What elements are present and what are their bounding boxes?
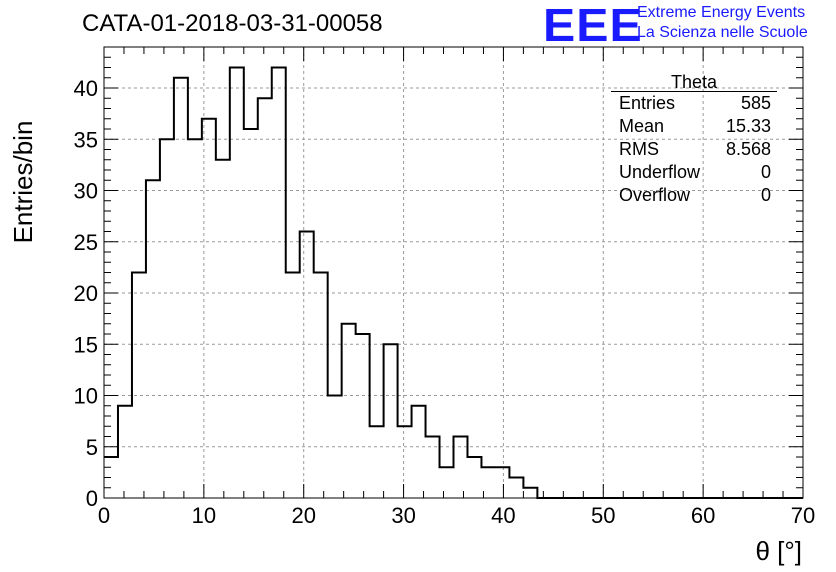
histogram-bin [216, 160, 230, 498]
histogram-bin [398, 426, 412, 498]
histogram-bin [146, 180, 160, 498]
stats-value: 0 [760, 185, 771, 205]
logo-line-1: Extreme Energy Events [637, 4, 806, 21]
histogram-bin [244, 129, 258, 498]
histogram-bin [104, 457, 118, 498]
histogram-bin [509, 478, 523, 499]
histogram-bin [328, 396, 342, 499]
y-tick-label: 25 [74, 230, 98, 255]
stats-row-overflow: Overflow 0 [611, 184, 777, 207]
stats-value: 8.568 [725, 139, 771, 159]
histogram-bin [272, 68, 286, 499]
histogram-bin [412, 406, 426, 498]
histogram-bin [314, 273, 328, 499]
histogram-bin [454, 437, 468, 499]
stats-row-entries: Entries 585 [611, 92, 777, 115]
histogram-bin [132, 273, 146, 499]
y-tick-label: 0 [86, 486, 98, 511]
histogram-bin [523, 488, 537, 498]
x-axis-label: θ [°] [755, 536, 802, 566]
stats-value: 585 [740, 93, 771, 113]
histogram-bin [230, 68, 244, 499]
x-tick-label: 70 [791, 503, 815, 528]
histogram-bin [160, 139, 174, 498]
y-tick-label: 15 [74, 332, 98, 357]
x-tick-label: 30 [391, 503, 415, 528]
histogram-bin [202, 119, 216, 498]
histogram-bin [342, 324, 356, 498]
x-tick-label: 0 [98, 503, 110, 528]
y-tick-label: 35 [74, 127, 98, 152]
histogram-bin [426, 437, 440, 499]
y-tick-label: 10 [74, 384, 98, 409]
stats-value: 0 [760, 162, 771, 182]
histogram-bin [118, 406, 132, 498]
y-axis-label: Entries/bin [8, 120, 38, 244]
x-tick-label: 60 [691, 503, 715, 528]
histogram-bin [356, 334, 370, 498]
eee-logo: EEE [543, 0, 643, 51]
histogram-bin [174, 78, 188, 498]
chart-title: CATA-01-2018-03-31-00058 [82, 10, 383, 37]
stats-label: Underflow [619, 162, 701, 182]
stats-label: Mean [619, 116, 665, 136]
histogram-bin [384, 344, 398, 498]
histogram-bin [258, 98, 272, 498]
stats-label: RMS [619, 139, 659, 159]
stats-value: 15.33 [725, 116, 771, 136]
stats-title: Theta [611, 72, 777, 92]
histogram-bin [188, 139, 202, 498]
histogram-bin [481, 467, 495, 498]
y-tick-label: 30 [74, 179, 98, 204]
logo-line-2: La Scienza nelle Scuole [637, 24, 808, 41]
y-tick-label: 20 [74, 281, 98, 306]
x-tick-label: 50 [591, 503, 615, 528]
histogram-bin [467, 457, 481, 498]
x-tick-label: 20 [291, 503, 315, 528]
histogram-bin [495, 467, 509, 498]
stats-label: Overflow [619, 185, 691, 205]
histogram-bin [440, 467, 454, 498]
histogram-bin [300, 232, 314, 499]
histogram-outline [104, 66, 803, 499]
histogram-bin [286, 273, 300, 499]
x-tick-label: 10 [192, 503, 216, 528]
x-tick-label: 40 [491, 503, 515, 528]
stats-row-underflow: Underflow 0 [611, 161, 777, 184]
stats-row-rms: RMS 8.568 [611, 138, 777, 161]
histogram-bin [370, 426, 384, 498]
stats-label: Entries [619, 93, 676, 113]
stats-row-mean: Mean 15.33 [611, 115, 777, 138]
y-tick-label: 40 [74, 76, 98, 101]
stats-box: Theta Entries 585 Mean 15.33 RMS 8.568 Unde… [611, 72, 777, 207]
y-tick-label: 5 [86, 435, 98, 460]
